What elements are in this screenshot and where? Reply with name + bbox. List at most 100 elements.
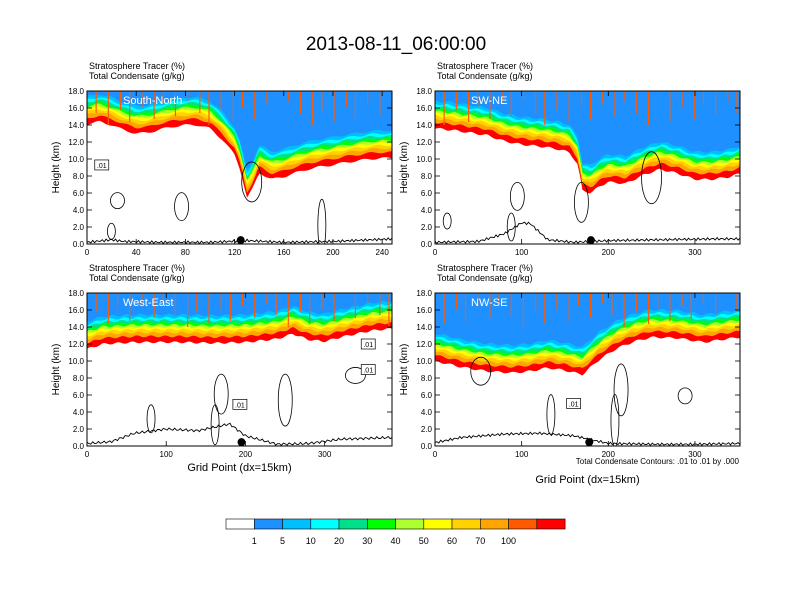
colorbar-swatch <box>366 518 396 530</box>
y-tick-label: 16.0 <box>68 306 84 315</box>
plot-area <box>87 91 392 244</box>
colorbar-swatch <box>254 518 283 530</box>
contour-label: .01 <box>363 368 373 375</box>
y-tick-label: 12.0 <box>416 340 432 349</box>
colorbar-swatch <box>508 518 538 530</box>
panel-top-right: SW-NE Stratosphere Tracer (%)Total Conden… <box>399 61 741 257</box>
y-tick-label: 8.0 <box>421 172 433 181</box>
plot-frame <box>86 292 393 447</box>
condensate-contour <box>174 192 189 222</box>
colorbar-swatch <box>282 518 312 530</box>
plot-area <box>435 91 740 244</box>
condensate-contour <box>613 363 629 417</box>
y-axis-label: Height (km) <box>51 142 62 194</box>
y-tick-label: 4.0 <box>73 408 85 417</box>
x-tick-label: 300 <box>688 248 702 257</box>
colorbar-swatch <box>395 518 425 530</box>
x-tick-label: 0 <box>85 248 90 257</box>
x-tick-label: 300 <box>688 450 702 459</box>
colorbar-label: 30 <box>362 536 372 546</box>
y-tick-label: 2.0 <box>73 223 85 232</box>
y-tick-label: 2.0 <box>421 425 433 434</box>
condensate-contour <box>317 198 327 244</box>
x-tick-label: 100 <box>160 450 174 459</box>
y-tick-label: 18.0 <box>68 289 84 298</box>
plot-frame <box>86 90 393 245</box>
contour-label-box <box>360 338 376 350</box>
colorbar-label: 20 <box>334 536 344 546</box>
contour-note: Total Condensate Contours: .01 to .01 by… <box>576 457 740 466</box>
y-tick-label: 10.0 <box>68 155 84 164</box>
x-tick-label: 100 <box>515 248 529 257</box>
panel-subtitle: Stratosphere Tracer (%) <box>89 263 185 273</box>
condensate-contour <box>470 356 492 386</box>
condensate-contour <box>107 222 116 240</box>
panel-subtitle: Total Condensate (g/kg) <box>437 71 533 81</box>
colorbar-swatch <box>451 518 481 530</box>
panel-subtitle: Stratosphere Tracer (%) <box>437 61 533 71</box>
y-tick-label: 4.0 <box>73 206 85 215</box>
colorbar-label: 60 <box>447 536 457 546</box>
colorbar-label: 1 <box>252 536 257 546</box>
condensate-contour <box>213 373 229 415</box>
colorbar-swatch <box>536 518 566 530</box>
y-tick-label: 12.0 <box>416 138 432 147</box>
panel-subtitle: Total Condensate (g/kg) <box>89 71 185 81</box>
x-tick-label: 0 <box>433 450 438 459</box>
y-tick-label: 8.0 <box>73 172 85 181</box>
x-tick-label: 200 <box>326 248 340 257</box>
y-tick-label: 8.0 <box>421 374 433 383</box>
colorbar-swatch <box>479 518 509 530</box>
condensate-contour <box>677 387 693 405</box>
panel-label: NW-SE <box>471 297 507 309</box>
y-tick-label: 10.0 <box>416 155 432 164</box>
y-tick-label: 0.0 <box>73 442 85 451</box>
terrain-line <box>435 431 740 446</box>
x-tick-label: 200 <box>239 450 253 459</box>
contour-label: .01 <box>97 163 107 170</box>
plot-area <box>87 293 392 446</box>
tracer-band-1 <box>87 91 392 170</box>
colorbar-swatch <box>225 518 255 530</box>
panel-bottom-left: .01 .01 .01 West-East Stratosphere Tracer (%… <box>51 263 393 474</box>
condensate-contour <box>506 212 516 242</box>
x-tick-label: 100 <box>515 450 529 459</box>
panel-top-left: .01 South-North Stratosphere Tracer (%)Tot… <box>51 61 393 257</box>
condensate-contour <box>546 394 556 435</box>
y-tick-label: 16.0 <box>416 104 432 113</box>
y-tick-label: 14.0 <box>68 323 84 332</box>
condensate-contour <box>610 394 620 446</box>
contour-label: .01 <box>235 402 245 409</box>
colorbar-label: 10 <box>306 536 316 546</box>
colorbar-swatch <box>338 518 368 530</box>
contour-label-box <box>232 399 248 410</box>
colorbar-label: 50 <box>419 536 429 546</box>
contour-label-box <box>94 159 110 171</box>
panel-subtitle: Stratosphere Tracer (%) <box>89 61 185 71</box>
condensate-contour <box>509 181 525 211</box>
y-tick-label: 10.0 <box>416 357 432 366</box>
panel-label: South-North <box>123 95 182 107</box>
panel-label: West-East <box>123 297 174 309</box>
panel-subtitle: Total Condensate (g/kg) <box>437 273 533 283</box>
contour-label-box <box>566 398 581 409</box>
x-tick-label: 300 <box>318 450 332 459</box>
location-marker <box>586 236 595 244</box>
x-tick-label: 200 <box>602 248 616 257</box>
condensate-contour <box>641 151 662 205</box>
panel-label: SW-NE <box>471 95 507 107</box>
y-tick-label: 18.0 <box>68 87 84 96</box>
x-tick-label: 40 <box>132 248 141 257</box>
y-tick-label: 0.0 <box>421 442 433 451</box>
terrain-line <box>87 422 392 446</box>
x-axis-label: Grid Point (dx=15km) <box>535 474 639 486</box>
x-axis-label: Grid Point (dx=15km) <box>187 462 291 474</box>
colorbar-label: 5 <box>280 536 285 546</box>
colorbar-label: 100 <box>501 536 516 546</box>
y-tick-label: 16.0 <box>68 104 84 113</box>
plot-frame <box>434 292 741 447</box>
y-tick-label: 0.0 <box>421 240 433 249</box>
y-tick-label: 6.0 <box>421 391 433 400</box>
